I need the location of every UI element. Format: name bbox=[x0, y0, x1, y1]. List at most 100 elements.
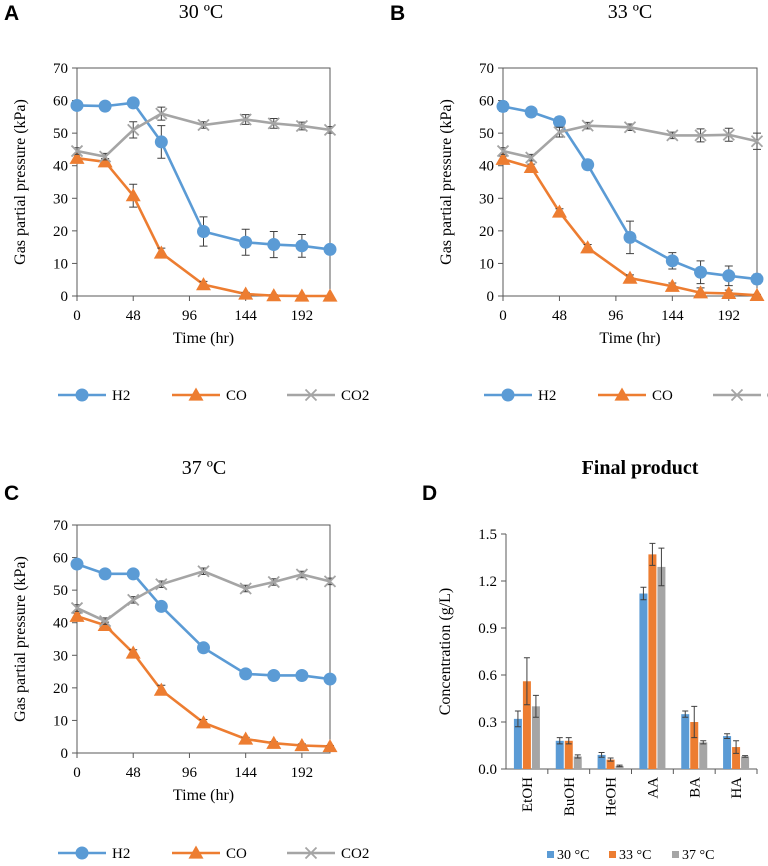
series-line-co2 bbox=[76, 569, 331, 623]
y-tick-label: 70 bbox=[53, 518, 68, 534]
data-point-co bbox=[97, 154, 113, 168]
x-tick-label: 48 bbox=[552, 308, 567, 324]
y-axis-label: Concentration (g/L) bbox=[437, 588, 454, 716]
y-tick-label: 0 bbox=[61, 289, 69, 305]
data-point-co2 bbox=[323, 123, 337, 137]
y-tick-label: 1.5 bbox=[478, 527, 497, 543]
bar-ba bbox=[690, 722, 699, 769]
bar-ba bbox=[699, 742, 708, 769]
data-point-h2 bbox=[70, 557, 84, 571]
bar-etoh bbox=[522, 681, 531, 769]
data-point-h2 bbox=[524, 105, 538, 119]
category-label: HA bbox=[729, 777, 745, 799]
x-tick-label: 48 bbox=[126, 308, 141, 324]
data-point-h2 bbox=[126, 567, 140, 581]
legend-swatch bbox=[547, 851, 554, 858]
data-point-co2 bbox=[267, 117, 280, 130]
error-bar bbox=[742, 755, 749, 758]
panel-letter-a: A bbox=[4, 2, 19, 25]
bar-heoh bbox=[597, 754, 606, 769]
data-point-co2 bbox=[127, 593, 140, 607]
legend-label-h2: H2 bbox=[538, 388, 556, 404]
data-point-co bbox=[322, 288, 338, 302]
error-bar bbox=[532, 694, 539, 718]
data-point-co2 bbox=[623, 121, 637, 134]
data-point-co2 bbox=[239, 113, 252, 126]
legend-swatch bbox=[672, 851, 679, 858]
series-line-h2 bbox=[76, 562, 331, 681]
data-point-h2 bbox=[98, 567, 112, 581]
legend-label-co: CO bbox=[226, 388, 247, 404]
data-point-h2 bbox=[267, 238, 281, 252]
data-point-co2 bbox=[70, 601, 84, 615]
panel-letter-d: D bbox=[422, 482, 437, 505]
category-label: AA bbox=[645, 777, 661, 799]
y-tick-label: 70 bbox=[479, 61, 494, 77]
data-point-h2 bbox=[154, 135, 168, 149]
data-point-co2 bbox=[722, 128, 735, 141]
data-point-h2 bbox=[581, 158, 595, 172]
error-bar bbox=[523, 657, 530, 706]
line-chart-c: 0 10 20 30 40 50 60 70 0 48 96 144 192 Time (hr) Gas p… bbox=[12, 518, 369, 862]
chart-title-d: Final product bbox=[582, 457, 699, 479]
x-axis-label: Time (hr) bbox=[173, 787, 234, 804]
x-tick-label: 192 bbox=[291, 765, 314, 781]
data-point-co2 bbox=[239, 582, 252, 595]
data-point-co2 bbox=[295, 119, 309, 133]
data-point-h2 bbox=[295, 239, 309, 253]
y-tick-label: 20 bbox=[53, 224, 68, 240]
y-tick-label: 0.9 bbox=[478, 621, 497, 637]
data-point-co bbox=[69, 608, 85, 622]
data-point-co bbox=[622, 270, 638, 284]
y-tick-label: 0 bbox=[487, 289, 495, 305]
data-point-h2 bbox=[496, 99, 510, 113]
x-tick-label: 96 bbox=[182, 765, 198, 781]
bar-ba bbox=[681, 714, 690, 769]
y-tick-label: 50 bbox=[53, 126, 68, 142]
data-point-co2 bbox=[127, 123, 140, 137]
error-bar bbox=[691, 705, 698, 739]
y-tick-label: 0.3 bbox=[478, 715, 497, 731]
data-point-co2 bbox=[267, 575, 280, 589]
data-point-co bbox=[266, 288, 282, 302]
data-point-co2 bbox=[666, 129, 679, 142]
error-bar bbox=[565, 737, 572, 745]
y-tick-label: 30 bbox=[53, 191, 68, 207]
data-point-co bbox=[196, 715, 211, 729]
error-bar bbox=[556, 737, 563, 745]
y-tick-label: 0 bbox=[61, 746, 69, 762]
data-point-co bbox=[322, 738, 338, 753]
x-tick-label: 0 bbox=[499, 308, 507, 324]
error-bar bbox=[700, 740, 707, 745]
data-point-co2 bbox=[323, 575, 337, 588]
data-point-co bbox=[749, 287, 765, 301]
x-axis-label: Time (hr) bbox=[173, 330, 234, 347]
y-tick-label: 0.0 bbox=[478, 762, 497, 778]
error-bar bbox=[649, 542, 656, 566]
y-tick-label: 60 bbox=[53, 551, 68, 567]
legend-label-co2: CO2 bbox=[341, 846, 369, 862]
data-point-co bbox=[196, 277, 211, 291]
x-tick-label: 192 bbox=[291, 308, 314, 324]
error-bar bbox=[733, 740, 740, 754]
data-point-h2 bbox=[623, 230, 637, 244]
bar-heoh bbox=[606, 759, 615, 769]
bar-etoh bbox=[531, 706, 540, 769]
line-chart-a: 0 10 20 30 40 50 60 70 0 48 96 144 192 Time (hr) Gas p… bbox=[12, 61, 369, 404]
data-point-co2 bbox=[98, 614, 112, 628]
data-point-co2 bbox=[197, 565, 210, 578]
bar-etoh bbox=[513, 718, 522, 769]
data-point-co bbox=[153, 682, 169, 696]
legend-marker-co2 bbox=[304, 846, 318, 860]
y-axis-label: Gas partial pressure (kPa) bbox=[12, 556, 29, 722]
error-bar bbox=[574, 754, 581, 759]
line-chart-b: 0 10 20 30 40 50 60 70 0 48 96 144 192 Time (hr) Gas p… bbox=[438, 61, 768, 404]
data-point-co bbox=[693, 285, 709, 299]
data-point-co bbox=[294, 288, 310, 302]
legend-label: 30 °C bbox=[557, 848, 589, 863]
y-tick-label: 60 bbox=[53, 94, 68, 110]
legend-marker-co2 bbox=[304, 388, 318, 402]
data-point-h2 bbox=[323, 672, 337, 686]
x-axis-label: Time (hr) bbox=[599, 330, 660, 347]
